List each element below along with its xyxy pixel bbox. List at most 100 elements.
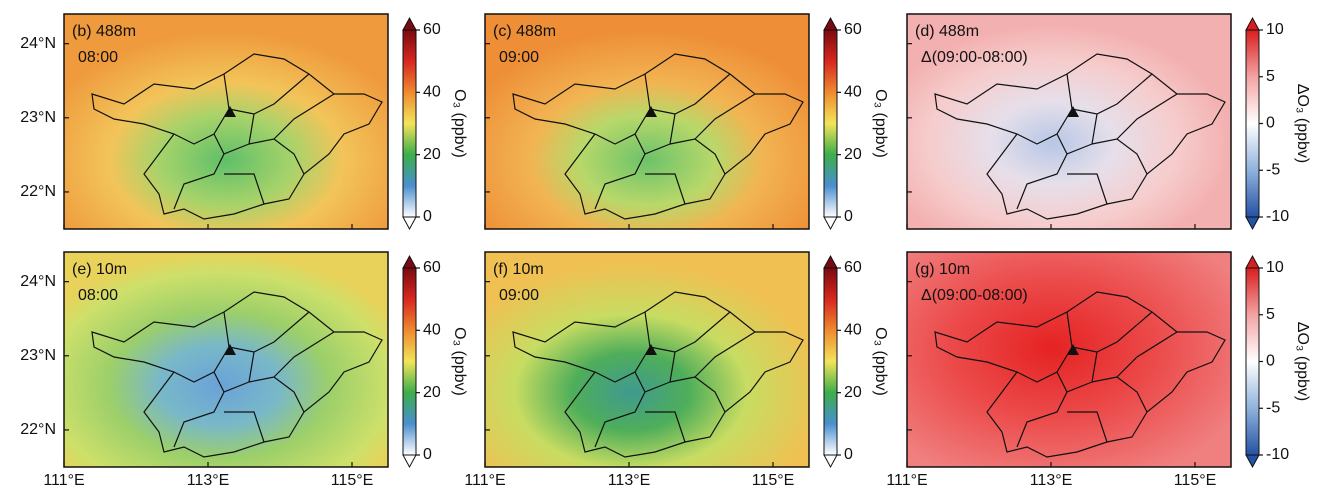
x-tick-label: 111°E	[886, 472, 927, 489]
admin-border	[934, 291, 1226, 458]
panel-time: Δ(09:00-08:00)	[921, 49, 1028, 66]
colorbar-title: O₃ (ppbv)	[451, 327, 468, 396]
colorbar-extend-min	[1245, 454, 1260, 469]
colorbar-extend-max	[823, 16, 838, 31]
colorbar	[1245, 29, 1260, 218]
colorbar-tick-label: -5	[1266, 161, 1280, 178]
x-tick-label: 115°E	[1174, 472, 1217, 489]
panel-time: 09:00	[499, 49, 539, 66]
colorbar-tick-label: 5	[1266, 306, 1275, 323]
colorbar	[402, 29, 417, 218]
x-tick-label: 113°E	[608, 472, 651, 489]
y-tick-label: 23°N	[20, 347, 56, 364]
x-tick-label: 111°E	[43, 472, 84, 489]
site-marker	[224, 344, 236, 355]
admin-border	[512, 291, 804, 458]
colorbar-tick-label: 0	[844, 208, 853, 225]
x-tick-label: 111°E	[464, 472, 505, 489]
panel-label: (e) 10m	[72, 261, 127, 278]
colorbar-extend-min	[823, 454, 838, 469]
x-tick-label: 115°E	[752, 472, 795, 489]
panel-label: (b) 488m	[72, 23, 136, 40]
colorbar-extend-min	[1245, 216, 1260, 231]
y-tick-label: 22°N	[20, 421, 56, 438]
colorbar-extend-min	[823, 216, 838, 231]
colorbar-tick-label: 20	[423, 384, 441, 401]
admin-border	[512, 53, 804, 220]
site-marker	[645, 106, 657, 117]
admin-border	[91, 291, 383, 458]
map-panel: (d) 488m Δ(09:00-08:00) -10 -5 0 5 10 ΔO₃ (ppbv…	[906, 13, 1311, 231]
admin-border	[91, 53, 383, 220]
colorbar-tick-label: -10	[1266, 446, 1289, 463]
x-tick-label: 113°E	[1030, 472, 1073, 489]
colorbar-tick-label: 0	[1266, 115, 1275, 132]
panel-label: (f) 10m	[493, 261, 544, 278]
x-tick-label: 113°E	[187, 472, 230, 489]
colorbar-tick-label: 60	[844, 21, 862, 38]
site-marker	[224, 106, 236, 117]
map-field	[907, 14, 1231, 229]
colorbar-title: ΔO₃ (ppbv)	[1294, 84, 1311, 163]
map-field	[485, 252, 809, 467]
colorbar	[823, 267, 838, 456]
colorbar-tick-label: 20	[423, 146, 441, 163]
panel-time: 09:00	[499, 287, 539, 304]
colorbar-extend-max	[1245, 254, 1260, 269]
colorbar-tick-label: 10	[1266, 21, 1284, 38]
colorbar-extend-min	[402, 454, 417, 469]
colorbar-tick-label: 60	[423, 21, 441, 38]
colorbar	[402, 267, 417, 456]
colorbar-title: O₃ (ppbv)	[872, 89, 889, 158]
site-marker	[1067, 106, 1079, 117]
map-field	[64, 252, 388, 467]
map-field	[64, 14, 388, 229]
y-tick-label: 23°N	[20, 109, 56, 126]
colorbar-extend-max	[1245, 16, 1260, 31]
site-marker	[1067, 344, 1079, 355]
y-tick-label: 24°N	[20, 273, 56, 290]
colorbar-tick-label: 40	[423, 84, 441, 101]
colorbar-tick-label: 40	[423, 322, 441, 339]
colorbar	[823, 29, 838, 218]
colorbar	[1245, 267, 1260, 456]
colorbar-extend-max	[402, 16, 417, 31]
map-panel: (b) 488m 08:00 22°N 23°N 24°N 0 20 40 60 O₃ (ppbv…	[20, 13, 468, 231]
map-frame	[63, 251, 389, 468]
colorbar-tick-label: 20	[844, 384, 862, 401]
map-frame	[63, 13, 389, 230]
y-tick-label: 24°N	[20, 35, 56, 52]
map-frame	[906, 251, 1232, 468]
colorbar-tick-label: 0	[423, 446, 432, 463]
site-marker	[645, 344, 657, 355]
colorbar-tick-label: 20	[844, 146, 862, 163]
colorbar-extend-min	[402, 216, 417, 231]
colorbar-tick-label: 40	[844, 84, 862, 101]
x-tick-label: 115°E	[331, 472, 374, 489]
admin-border	[934, 53, 1226, 220]
colorbar-tick-label: 10	[1266, 259, 1284, 276]
colorbar-tick-label: 60	[844, 259, 862, 276]
map-field	[907, 252, 1231, 467]
map-panel: (g) 10m Δ(09:00-08:00) 111°E 113°E 115°E -10 -…	[886, 251, 1311, 489]
colorbar-tick-label: 0	[423, 208, 432, 225]
map-frame	[906, 13, 1232, 230]
panel-label: (g) 10m	[915, 261, 970, 278]
map-frame	[484, 13, 810, 230]
map-field	[485, 14, 809, 229]
map-panel: (f) 10m 09:00 111°E 113°E 115°E 0 20 40 60 O₃ (pp…	[464, 251, 889, 489]
panel-label: (c) 488m	[493, 23, 556, 40]
panel-time: Δ(09:00-08:00)	[921, 287, 1028, 304]
colorbar-tick-label: 0	[1266, 353, 1275, 370]
panel-label: (d) 488m	[915, 23, 979, 40]
colorbar-tick-label: -5	[1266, 399, 1280, 416]
colorbar-tick-label: 5	[1266, 68, 1275, 85]
colorbar-title: O₃ (ppbv)	[451, 89, 468, 158]
colorbar-tick-label: 40	[844, 322, 862, 339]
colorbar-tick-label: 60	[423, 259, 441, 276]
map-frame	[484, 251, 810, 468]
map-panel: (c) 488m 09:00 0 20 40 60 O₃ (ppbv)	[484, 13, 889, 231]
colorbar-tick-label: 0	[844, 446, 853, 463]
colorbar-tick-label: -10	[1266, 208, 1289, 225]
colorbar-title: ΔO₃ (ppbv)	[1294, 322, 1311, 401]
